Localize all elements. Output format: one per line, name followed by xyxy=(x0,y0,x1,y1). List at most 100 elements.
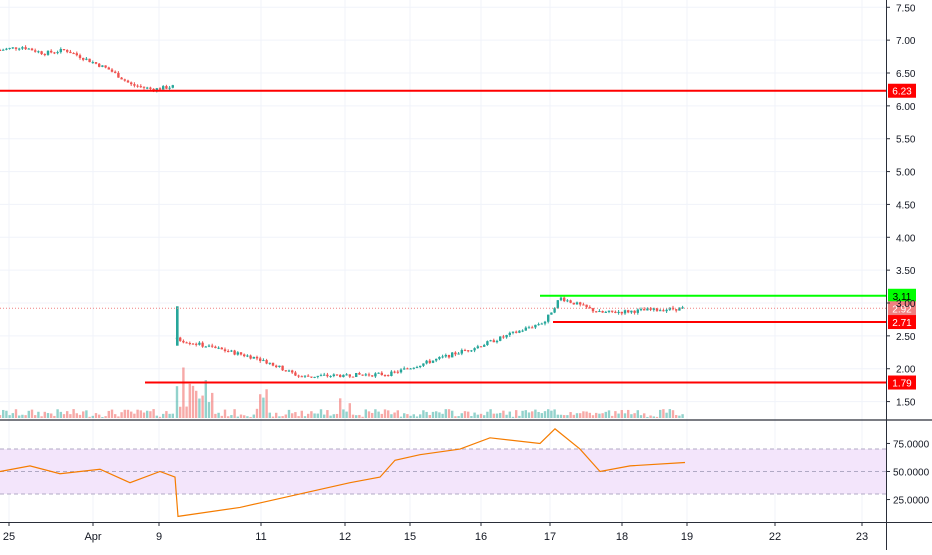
candle-body xyxy=(287,370,291,372)
volume-bar xyxy=(185,406,188,418)
candle-body xyxy=(639,309,643,311)
candle-body xyxy=(447,354,451,358)
candle-body xyxy=(18,48,21,50)
candle-body xyxy=(297,375,300,377)
volume-bar xyxy=(518,415,521,418)
candle-body xyxy=(415,367,419,369)
volume-bar xyxy=(540,413,543,418)
candle-body xyxy=(425,360,428,364)
candle-body xyxy=(91,62,94,64)
time-tick-label: 12 xyxy=(339,531,351,543)
volume-bar xyxy=(14,409,18,418)
volume-bar xyxy=(639,415,643,418)
candle-body xyxy=(367,374,371,376)
candle-body xyxy=(98,63,101,67)
candle-body xyxy=(265,360,268,364)
volume-bar xyxy=(310,411,313,418)
candle-body xyxy=(463,350,467,352)
volume-bar xyxy=(110,409,114,418)
candle-body xyxy=(259,358,262,361)
candle-body xyxy=(479,346,483,348)
volume-bar xyxy=(550,410,553,418)
candle-body xyxy=(540,323,543,325)
volume-bar xyxy=(425,411,428,418)
volume-bar xyxy=(188,383,191,418)
volume-bar xyxy=(223,409,227,418)
candle-body xyxy=(582,304,585,306)
volume-bar xyxy=(390,414,393,418)
candle-body xyxy=(607,310,611,312)
volume-bar xyxy=(72,409,75,418)
volume-bar xyxy=(511,416,515,418)
volume-bar xyxy=(243,415,246,418)
volume-bar xyxy=(572,414,575,418)
volume-bar xyxy=(396,410,399,418)
volume-bar xyxy=(239,414,243,418)
candle-body xyxy=(499,336,502,341)
candle-body xyxy=(374,373,377,377)
time-tick-label: 18 xyxy=(616,531,628,543)
candle-body xyxy=(550,312,553,315)
rsi-tick-label: 50.0000 xyxy=(893,468,930,479)
volume-bar xyxy=(348,403,351,418)
candle-body xyxy=(630,310,633,313)
volume-bar xyxy=(671,410,675,418)
volume-bar xyxy=(451,410,454,418)
candle-body xyxy=(40,51,43,55)
candle-body xyxy=(123,79,126,81)
candle-body xyxy=(291,370,294,373)
candle-body xyxy=(431,360,435,363)
candle-body xyxy=(0,50,2,51)
level-label-bg-6.23 xyxy=(888,83,916,98)
candle-body xyxy=(387,375,390,377)
candle-body xyxy=(303,375,307,377)
volume-bar xyxy=(659,409,662,418)
candle-body xyxy=(204,346,207,348)
candle-body xyxy=(120,77,123,80)
candle-body xyxy=(329,376,332,378)
volume-bar xyxy=(492,413,495,418)
candle-body xyxy=(78,55,82,58)
candle-body xyxy=(547,314,550,322)
volume-bar xyxy=(291,413,294,418)
candle-body xyxy=(53,52,56,54)
price-tick-label: 7.00 xyxy=(896,36,916,47)
candle-body xyxy=(72,53,75,55)
volume-bar xyxy=(476,414,479,418)
candle-body xyxy=(313,376,316,378)
candle-body xyxy=(307,375,310,377)
volume-bar xyxy=(252,414,255,418)
volume-bar xyxy=(527,412,531,418)
candle-body xyxy=(659,310,662,312)
candle-body xyxy=(553,308,556,313)
volume-bar xyxy=(499,412,502,418)
volume-bar xyxy=(300,410,303,418)
price-tick-label: 5.50 xyxy=(896,135,916,146)
candle-body xyxy=(476,346,479,349)
rsi-tick-label: 75.0000 xyxy=(893,439,930,450)
candle-body xyxy=(502,336,505,338)
volume-bar xyxy=(230,415,233,418)
candle-body xyxy=(627,310,630,313)
volume-bar xyxy=(165,411,168,418)
candle-body xyxy=(604,311,607,313)
candle-body xyxy=(185,342,188,344)
candle-body xyxy=(591,308,595,312)
volume-bar xyxy=(559,414,563,418)
time-tick-label: 11 xyxy=(255,531,266,543)
price-tick-label: 6.50 xyxy=(896,69,916,80)
volume-bar xyxy=(351,414,355,418)
volume-bar xyxy=(56,409,59,418)
candle-body xyxy=(94,62,98,64)
candle-body xyxy=(643,309,646,311)
candle-body xyxy=(345,374,348,376)
volume-bar xyxy=(75,413,78,418)
candle-body xyxy=(82,57,85,60)
price-tick-label: 3.00 xyxy=(896,299,916,310)
volume-bar xyxy=(168,413,171,418)
level-label-2.71: 2.71 xyxy=(892,318,912,329)
candle-body xyxy=(422,363,425,366)
volume-bar xyxy=(43,411,46,418)
candle-body xyxy=(486,341,489,346)
